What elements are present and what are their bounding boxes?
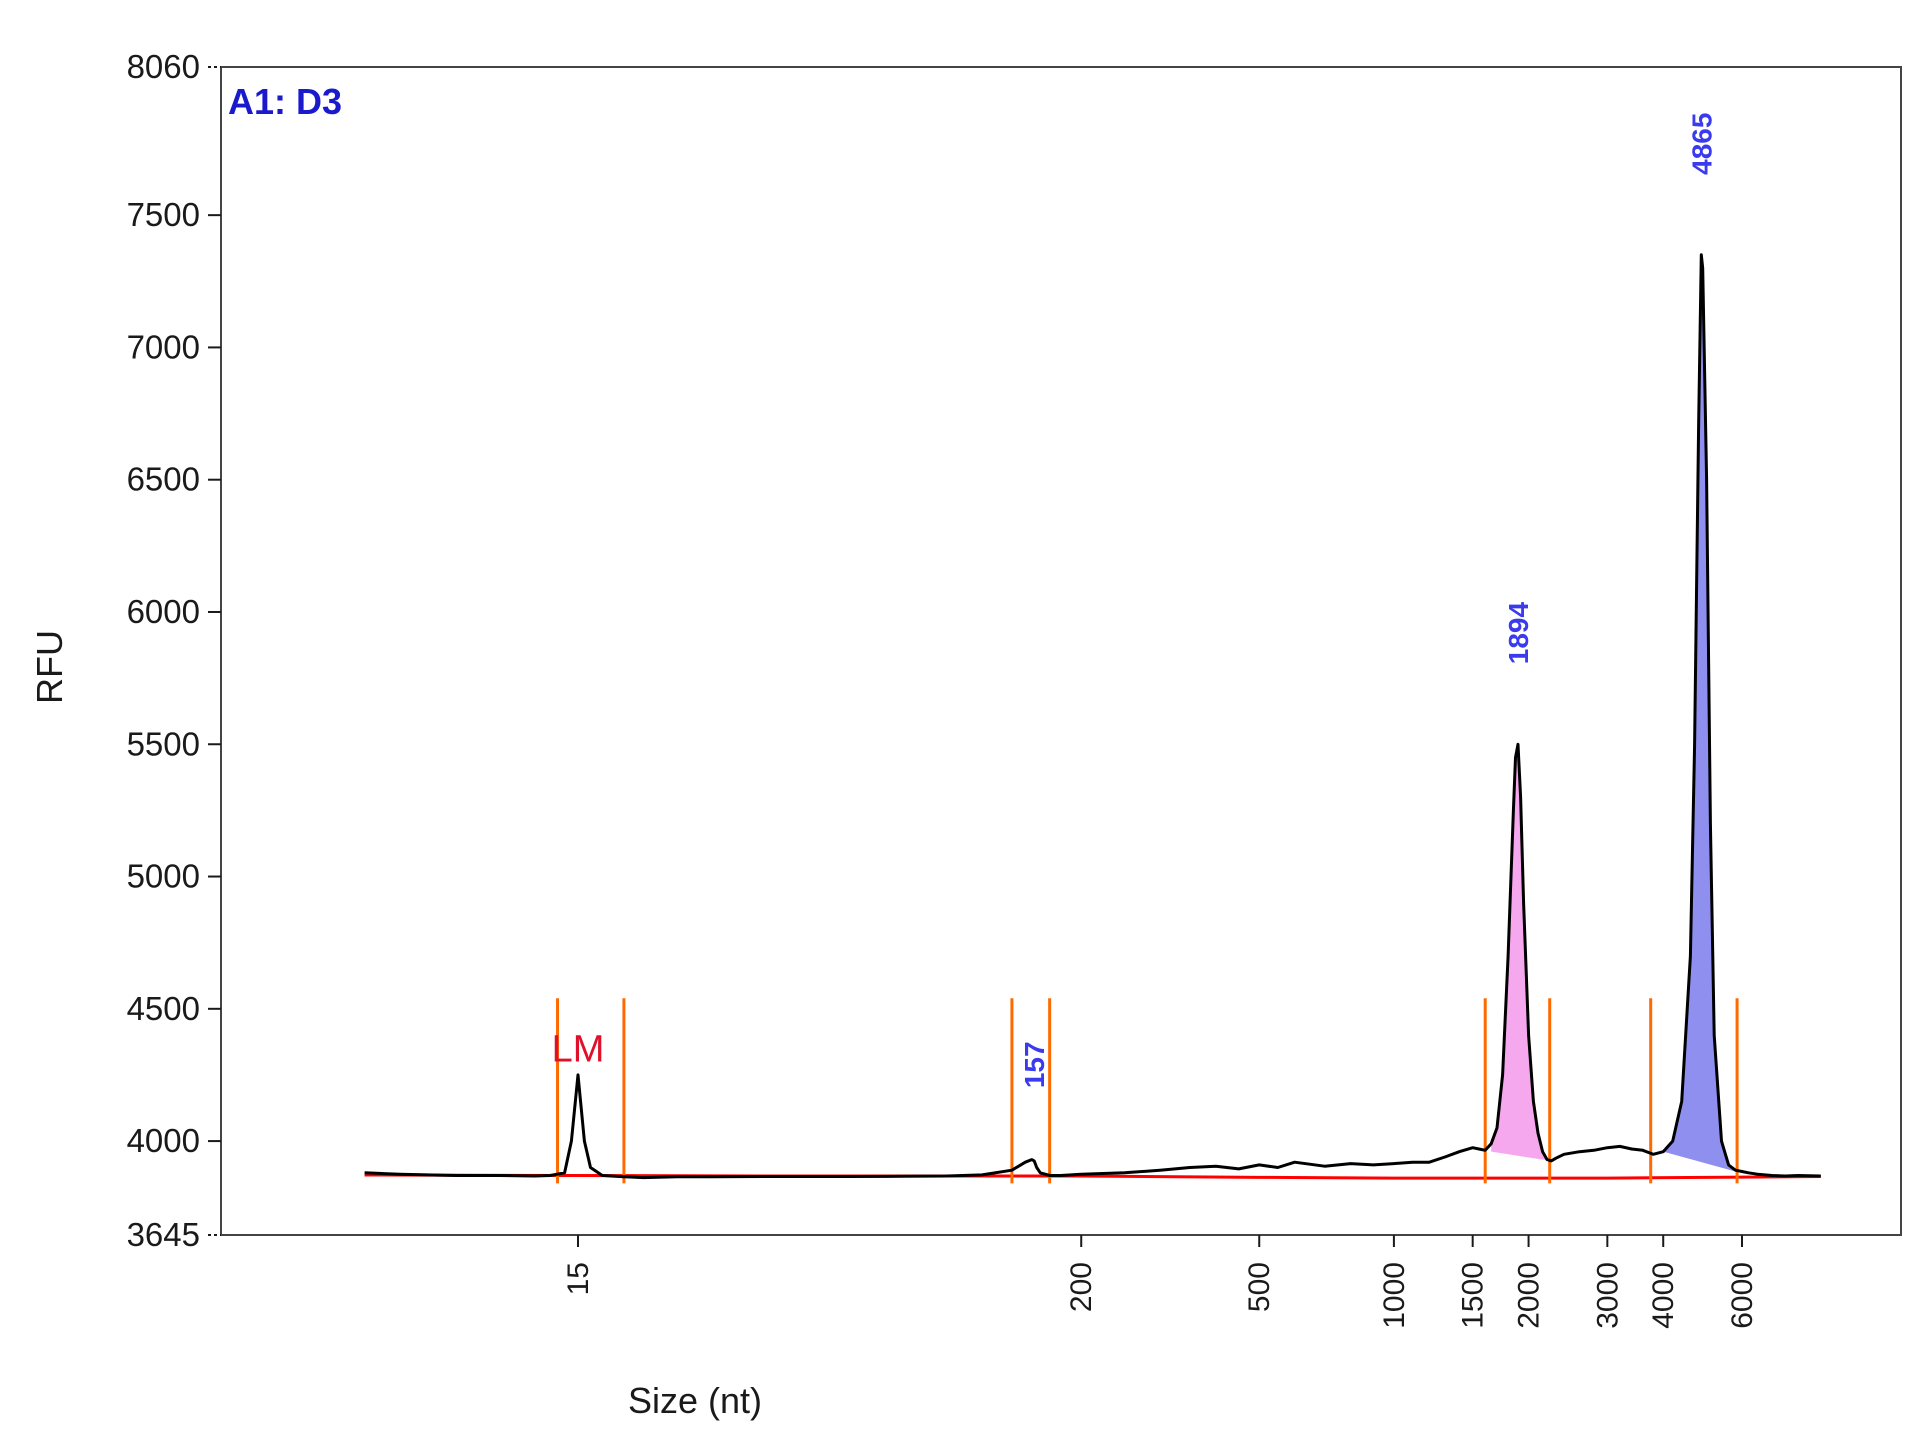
y-axis: 3645 4000 4500 5000 5500 6000 6500 7000 7500 8060 [127,48,221,1253]
trace-line [364,253,1821,1180]
y-tick-label: 7000 [127,328,200,365]
x-tick-label: 1500 [1457,1262,1490,1329]
x-tick-label: 4000 [1647,1262,1680,1329]
peak-fills [1491,254,1736,1172]
panel-title: A1: D3 [228,81,342,122]
peak-label-1894: 1894 [1503,602,1534,665]
x-axis: 15 200 500 1000 1500 2000 3000 4000 6000 [562,1235,1759,1329]
peak-fill-1894 [1491,744,1552,1161]
peak-label-157: 157 [1019,1041,1050,1088]
x-tick-label: 2000 [1513,1262,1546,1329]
y-tick-label: 4000 [127,1122,200,1159]
peak-fill-4865 [1663,254,1736,1172]
chart-frame [220,66,1902,1236]
y-axis-title: RFU [29,630,70,704]
size-window-markers [556,998,1739,1184]
x-axis-title: Size (nt) [628,1380,762,1421]
x-tick-label: 200 [1065,1262,1098,1312]
y-tick-label: 5000 [127,858,200,895]
y-tick-label: 4500 [127,990,200,1027]
y-tick-label: 3645 [127,1216,200,1253]
y-tick-label: 6000 [127,593,200,630]
peak-label-4865: 4865 [1686,113,1717,175]
x-tick-label: 500 [1243,1262,1276,1312]
peak-label-LM: LM [552,1029,605,1071]
y-tick-label: 8060 [127,48,200,85]
x-tick-label: 3000 [1591,1262,1624,1329]
x-tick-label: 15 [562,1262,595,1295]
x-tick-label: 1000 [1378,1262,1411,1329]
peak-labels: LM 157 1894 4865 [552,113,1718,1089]
y-tick-label: 6500 [127,461,200,498]
trace-layer [364,253,1821,1180]
y-tick-label: 5500 [127,725,200,762]
y-tick-label: 7500 [127,196,200,233]
x-tick-label: 6000 [1726,1262,1759,1329]
